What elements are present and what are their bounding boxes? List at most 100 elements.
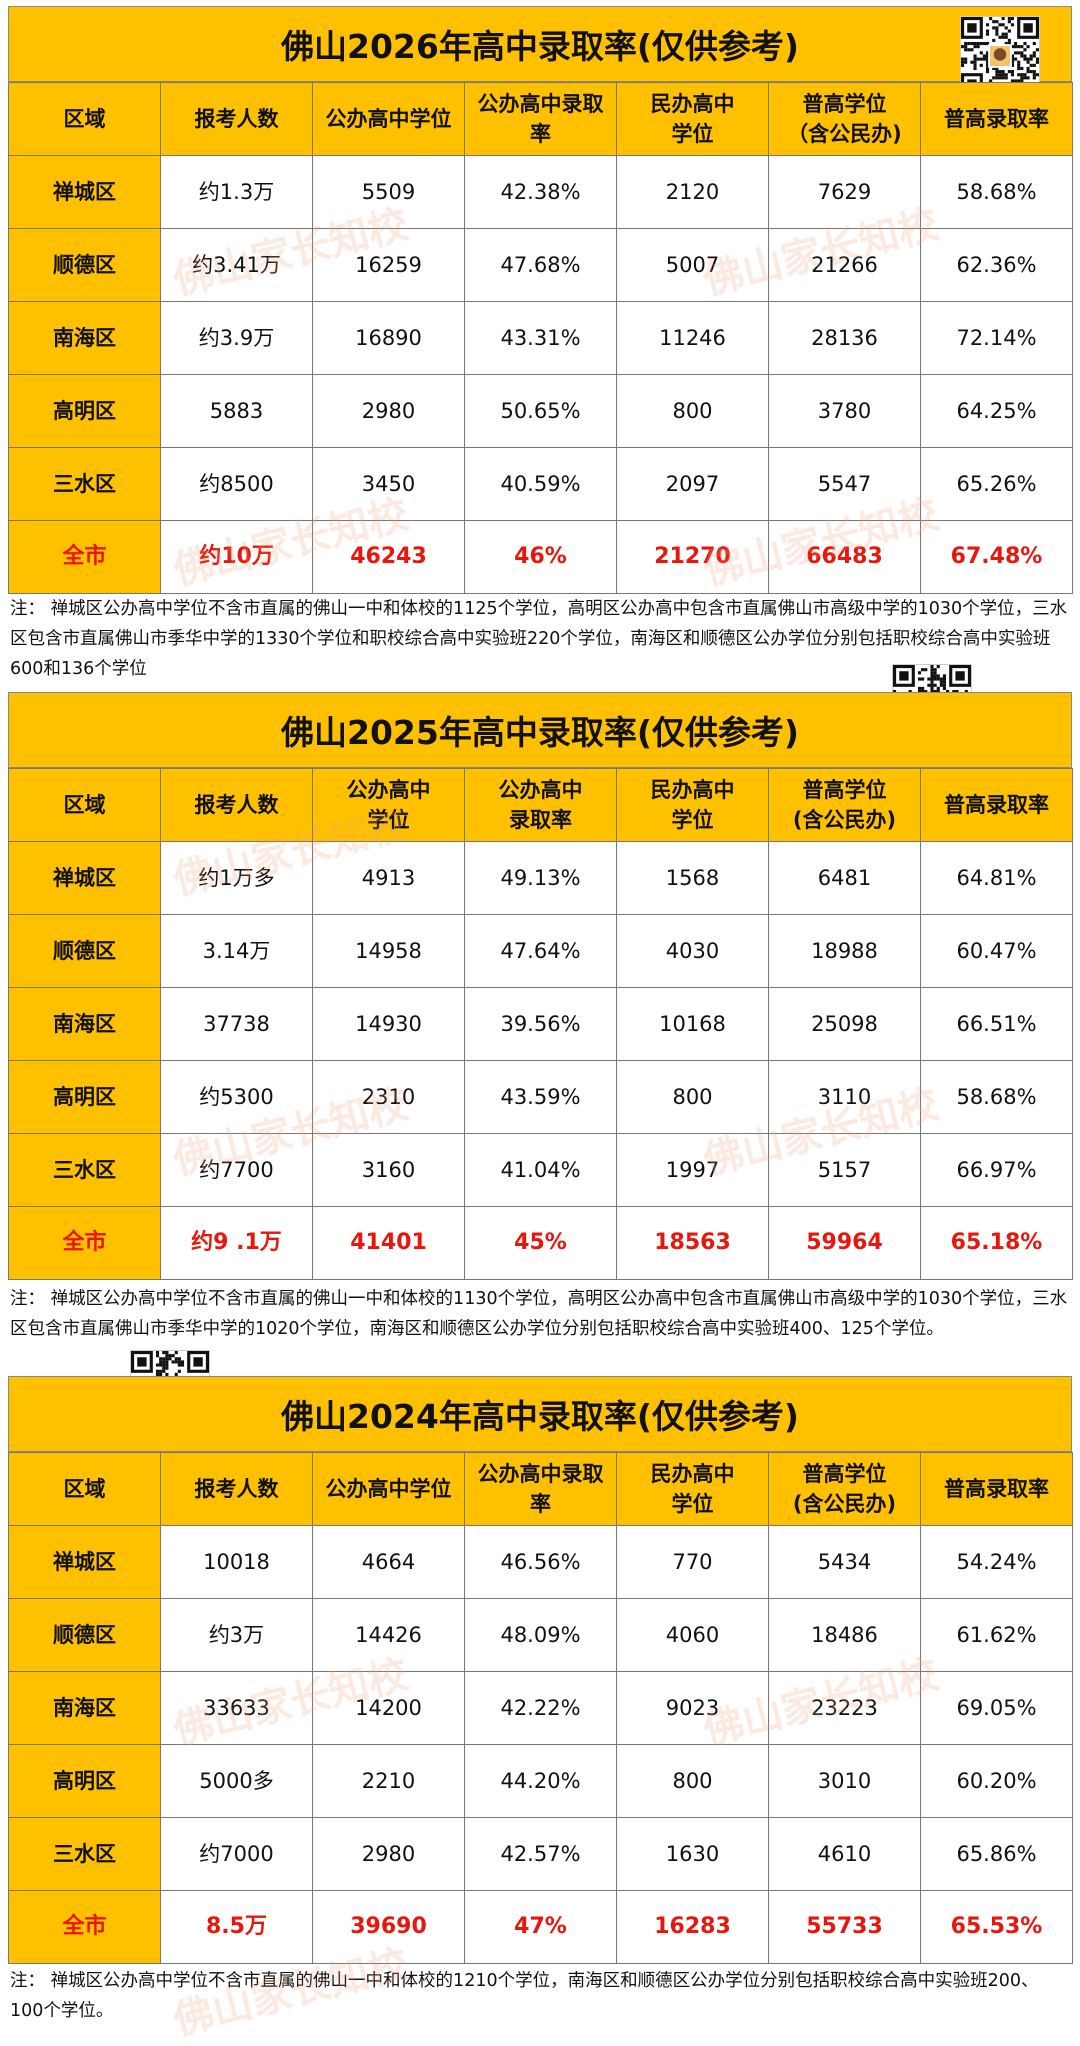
value-cell: 16890 [312,301,465,375]
region-cell: 南海区 [8,1671,161,1745]
value-cell: 约3.41万 [160,228,313,302]
value-cell: 44.20% [464,1744,617,1818]
value-cell: 3.14万 [160,914,313,988]
value-cell: 约7700 [160,1133,313,1207]
total-value-cell: 65.53% [920,1890,1073,1964]
total-value-cell: 65.18% [920,1206,1073,1280]
rate-table-2025: 区域 报考人数 公办高中 学位 公办高中 录取率 民办高中 学位 普高学位 (含公民办) 普… [8,768,1073,1280]
value-cell: 14958 [312,914,465,988]
value-cell: 64.25% [920,374,1073,448]
column-header: 普高学位 (含公民办) [768,768,921,842]
region-cell: 禅城区 [8,155,161,229]
value-cell: 43.31% [464,301,617,375]
value-cell: 47.64% [464,914,617,988]
table-header-row: 区域 报考人数 公办高中学位 公办高中录取 率民办高中 学位 普高学位 （含公民办) 普高… [8,82,1073,156]
value-cell: 54.24% [920,1525,1073,1599]
table-row: 高明区 5000多 2210 44.20% 800 3010 60.20% [8,1744,1073,1818]
total-value-cell: 8.5万 [160,1890,313,1964]
value-cell: 800 [616,1744,769,1818]
table-row: 顺德区 约3万 14426 48.09% 4060 18486 61.62% [8,1598,1073,1672]
region-cell: 南海区 [8,987,161,1061]
column-header: 普高录取率 [920,82,1073,156]
value-cell: 21266 [768,228,921,302]
value-cell: 60.47% [920,914,1073,988]
total-value-cell: 41401 [312,1206,465,1280]
region-cell: 高明区 [8,374,161,448]
value-cell: 62.36% [920,228,1073,302]
value-cell: 64.81% [920,841,1073,915]
total-value-cell: 67.48% [920,520,1073,594]
table-row: 顺德区 3.14万 14958 47.64% 4030 18988 60.47% [8,914,1073,988]
column-header: 民办高中 学位 [616,1452,769,1526]
total-value-cell: 21270 [616,520,769,594]
value-cell: 66.97% [920,1133,1073,1207]
region-cell: 禅城区 [8,841,161,915]
value-cell: 46.56% [464,1525,617,1599]
value-cell: 42.57% [464,1817,617,1891]
table-row: 禅城区 10018 4664 46.56% 770 5434 54.24% [8,1525,1073,1599]
value-cell: 1630 [616,1817,769,1891]
value-cell: 66.51% [920,987,1073,1061]
value-cell: 50.65% [464,374,617,448]
total-value-cell: 59964 [768,1206,921,1280]
total-value-cell: 18563 [616,1206,769,1280]
value-cell: 3160 [312,1133,465,1207]
table-row: 禅城区 约1.3万 5509 42.38% 2120 7629 58.68% [8,155,1073,229]
value-cell: 42.22% [464,1671,617,1745]
column-header: 公办高中学位 [312,1452,465,1526]
value-cell: 约1万多 [160,841,313,915]
column-header: 普高录取率 [920,768,1073,842]
value-cell: 约7000 [160,1817,313,1891]
value-cell: 2210 [312,1744,465,1818]
value-cell: 3450 [312,447,465,521]
value-cell: 10168 [616,987,769,1061]
value-cell: 约5300 [160,1060,313,1134]
value-cell: 69.05% [920,1671,1073,1745]
value-cell: 4060 [616,1598,769,1672]
table-header-row: 区域 报考人数 公办高中 学位 公办高中 录取率 民办高中 学位 普高学位 (含公民办) 普… [8,768,1073,842]
value-cell: 5000多 [160,1744,313,1818]
region-cell: 顺德区 [8,228,161,302]
value-cell: 42.38% [464,155,617,229]
value-cell: 48.09% [464,1598,617,1672]
column-header: 公办高中 录取率 [464,768,617,842]
table-row: 三水区 约7000 2980 42.57% 1630 4610 65.86% [8,1817,1073,1891]
value-cell: 1568 [616,841,769,915]
table-row: 高明区 约5300 2310 43.59% 800 3110 58.68% [8,1060,1073,1134]
region-cell: 高明区 [8,1744,161,1818]
region-cell: 高明区 [8,1060,161,1134]
total-value-cell: 约9 .1万 [160,1206,313,1280]
total-row: 全市 约10万 46243 46% 21270 66483 67.48% [8,520,1073,594]
table-row: 三水区 约8500 3450 40.59% 2097 5547 65.26% [8,447,1073,521]
column-header: 区域 [8,82,161,156]
value-cell: 2120 [616,155,769,229]
value-cell: 2980 [312,374,465,448]
column-header: 普高学位 (含公民办) [768,1452,921,1526]
value-cell: 58.68% [920,155,1073,229]
value-cell: 23223 [768,1671,921,1745]
value-cell: 2980 [312,1817,465,1891]
value-cell: 58.68% [920,1060,1073,1134]
value-cell: 5509 [312,155,465,229]
value-cell: 5157 [768,1133,921,1207]
value-cell: 33633 [160,1671,313,1745]
total-label-cell: 全市 [8,1206,161,1280]
table-row: 顺德区 约3.41万 16259 47.68% 5007 21266 62.36% [8,228,1073,302]
value-cell: 3780 [768,374,921,448]
value-cell: 61.62% [920,1598,1073,1672]
value-cell: 40.59% [464,447,617,521]
value-cell: 7629 [768,155,921,229]
total-value-cell: 46% [464,520,617,594]
total-value-cell: 47% [464,1890,617,1964]
value-cell: 5007 [616,228,769,302]
region-cell: 禅城区 [8,1525,161,1599]
value-cell: 770 [616,1525,769,1599]
table-row: 三水区 约7700 3160 41.04% 1997 5157 66.97% [8,1133,1073,1207]
value-cell: 72.14% [920,301,1073,375]
column-header: 公办高中 学位 [312,768,465,842]
value-cell: 25098 [768,987,921,1061]
value-cell: 16259 [312,228,465,302]
column-header: 普高录取率 [920,1452,1073,1526]
value-cell: 5883 [160,374,313,448]
total-value-cell: 55733 [768,1890,921,1964]
